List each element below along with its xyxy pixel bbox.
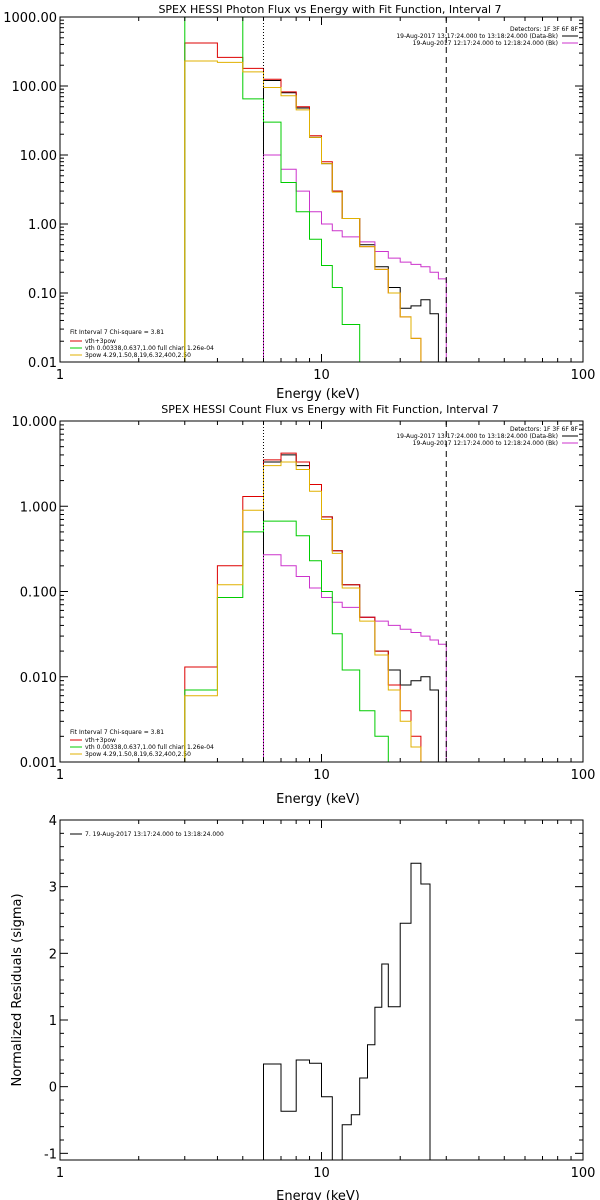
y-tick-label: 0.100 <box>20 586 57 601</box>
y-tick-label: 1.000 <box>20 500 57 515</box>
x-axis-label: Energy (keV) <box>276 387 360 402</box>
series-line-3pow <box>184 461 422 762</box>
y-tick-label: 0.001 <box>20 756 57 771</box>
legend-bk: 19-Aug-2017 12:17:24.000 to 12:18:24.000… <box>413 440 558 447</box>
legend-fit: Fit Interval 7 Chi-square = 3.81 vth+3po… <box>70 729 214 758</box>
x-tick-label: 10 <box>313 768 330 783</box>
legend-top: Detectors: 1F 3F 6F 8F 19-Aug-2017 13:17… <box>396 426 578 447</box>
y-tick-label: 10.00 <box>20 149 57 164</box>
legend-fit-vth: vth 0.00338,0.637,1.00 full chian 1.26e-… <box>85 345 214 352</box>
legend-data-bk: 19-Aug-2017 13:17:24.000 to 13:18:24.000… <box>396 33 558 40</box>
x-tick-label: 100 <box>571 768 596 783</box>
legend-label: 7. 19-Aug-2017 13:17:24.000 to 13:18:24.… <box>85 831 224 838</box>
legend-fit-chi: Fit Interval 7 Chi-square = 3.81 <box>70 329 164 336</box>
series-line-vth <box>184 17 361 362</box>
legend-bk: 19-Aug-2017 12:17:24.000 to 12:18:24.000… <box>413 40 558 47</box>
y-tick-label: 0.010 <box>20 671 57 686</box>
legend-fit-total: vth+3pow <box>85 737 116 744</box>
x-tick-label: 10 <box>313 1166 330 1181</box>
y-tick-label: 3 <box>49 881 57 896</box>
residuals-panel: Energy (keV) Normalized Residuals (sigma… <box>10 814 595 1200</box>
legend-detectors: Detectors: 1F 3F 6F 8F <box>510 26 579 33</box>
y-tick-label: 1000.00 <box>3 11 57 26</box>
legend-data-bk: 19-Aug-2017 13:17:24.000 to 13:18:24.000… <box>396 433 558 440</box>
legend-fit-3pow: 3pow 4.29,1.50,8.19,6.32,400,2.50 <box>85 751 191 758</box>
y-tick-label: 4 <box>49 814 57 829</box>
legend-detectors: Detectors: 1F 3F 6F 8F <box>510 426 579 433</box>
legend-fit-vth: vth 0.00338,0.637,1.00 full chian 1.26e-… <box>85 744 214 751</box>
y-tick-label: 100.00 <box>12 80 58 95</box>
legend-fit: Fit Interval 7 Chi-square = 3.81 vth+3po… <box>70 329 214 359</box>
y-tick-label: 1 <box>49 1014 57 1029</box>
x-tick-label: 1 <box>56 1166 64 1181</box>
x-tick-label: 10 <box>313 368 330 383</box>
legend-top: 7. 19-Aug-2017 13:17:24.000 to 13:18:24.… <box>70 831 224 838</box>
count-flux-panel: SPEX HESSI Count Flux vs Energy with Fit… <box>12 403 596 807</box>
series-line-3pow <box>184 60 422 362</box>
x-tick-label: 100 <box>571 1166 596 1181</box>
photon-flux-panel: SPEX HESSI Photon Flux vs Energy with Fi… <box>3 3 595 402</box>
x-axis-label: Energy (keV) <box>276 792 360 807</box>
series-line-7-19-aug-2017-13-17-24-000-to-13-18-24-000 <box>263 862 431 1160</box>
y-tick-label: 10.000 <box>12 415 58 430</box>
series-line-bk <box>263 154 447 362</box>
y-tick-label: 0 <box>49 1081 57 1096</box>
legend-fit-total: vth+3pow <box>85 338 116 345</box>
y-axis-label: Normalized Residuals (sigma) <box>10 893 25 1086</box>
series-line-vth <box>184 520 389 762</box>
chart-title: SPEX HESSI Photon Flux vs Energy with Fi… <box>158 3 501 16</box>
series-line-vth-3pow <box>184 452 422 762</box>
x-axis-label: Energy (keV) <box>276 1189 360 1200</box>
y-tick-label: 0.10 <box>28 287 57 302</box>
x-tick-label: 1 <box>56 368 64 383</box>
y-tick-label: 2 <box>49 947 57 962</box>
legend-fit-3pow: 3pow 4.29,1.50,8.19,6.32,400,2.50 <box>85 352 191 359</box>
y-tick-label: -1 <box>44 1147 57 1162</box>
chart-title: SPEX HESSI Count Flux vs Energy with Fit… <box>161 403 498 416</box>
x-tick-label: 1 <box>56 768 64 783</box>
x-tick-label: 100 <box>571 368 596 383</box>
legend-top: Detectors: 1F 3F 6F 8F 19-Aug-2017 13:17… <box>396 26 578 47</box>
legend-fit-chi: Fit Interval 7 Chi-square = 3.81 <box>70 729 164 736</box>
y-tick-label: 1.00 <box>28 218 57 233</box>
y-tick-label: 0.01 <box>28 356 57 371</box>
